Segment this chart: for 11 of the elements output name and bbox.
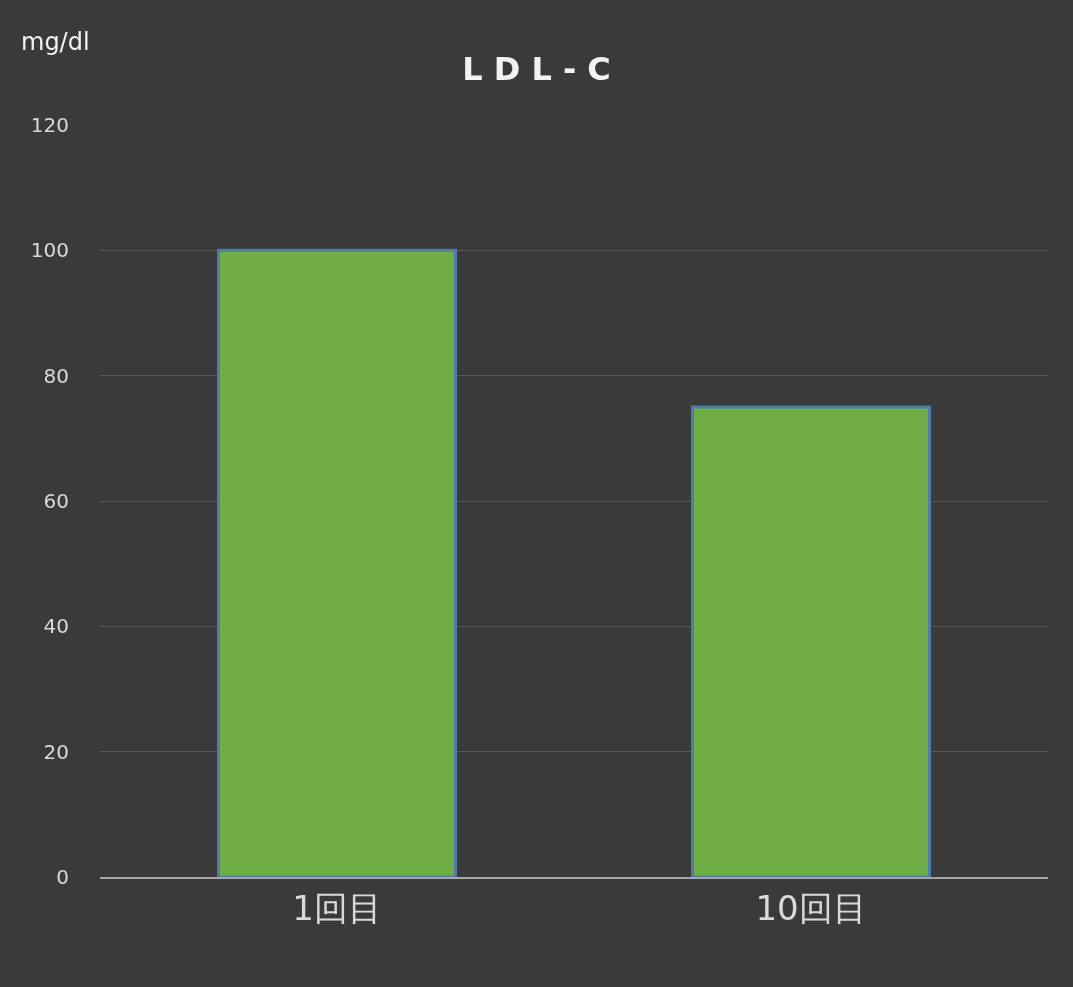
y-tick-label: 40 [43,614,69,639]
y-tick-label: 100 [30,238,69,263]
y-tick-label: 0 [56,865,69,889]
y-axis-title: mg/dl [21,28,90,56]
x-tick-label: 10回目 [755,887,867,928]
y-tick-label: 120 [30,113,69,137]
y-tick-label: 20 [43,739,69,764]
chart-title: L D L - C [462,50,611,89]
y-tick-label: 80 [43,363,69,388]
y-tick-label: 60 [43,489,69,513]
x-tick-label: 1回目 [292,887,382,928]
